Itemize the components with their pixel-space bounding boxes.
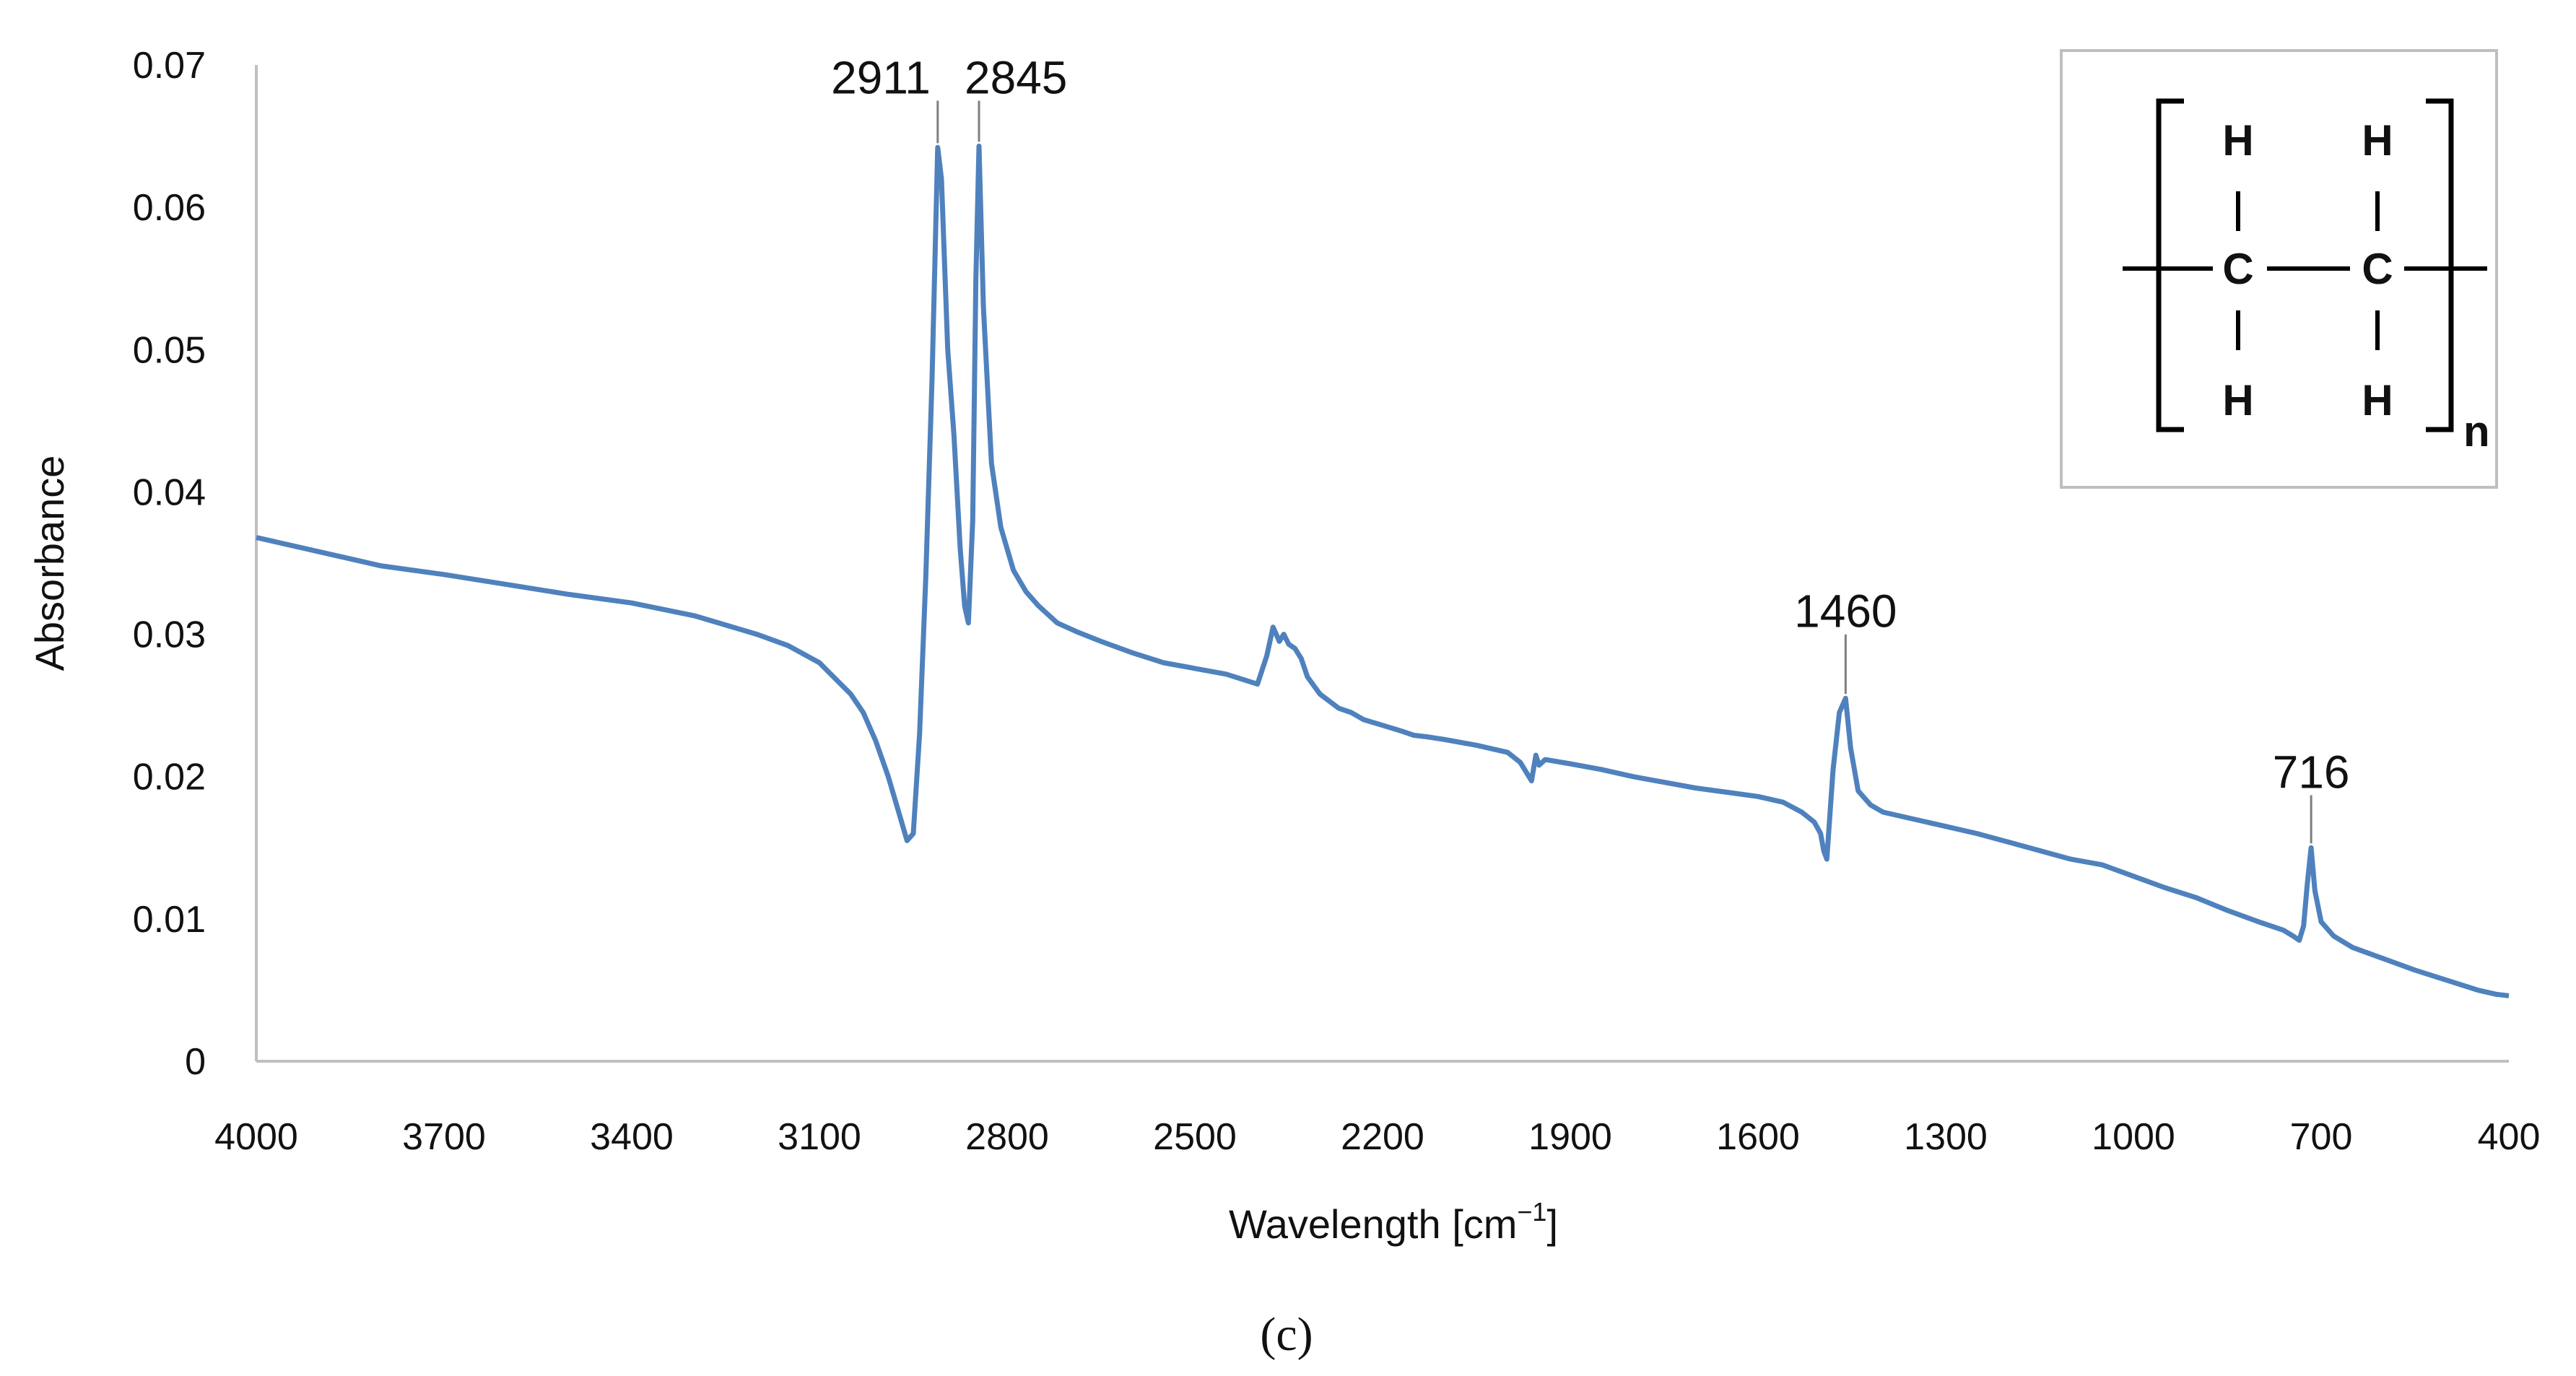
peak-label: 716 <box>2273 746 2350 798</box>
y-tick-label: 0.03 <box>133 614 206 656</box>
x-tick-label: 2800 <box>965 1116 1049 1158</box>
atom-h-bottom-right: H <box>2362 376 2393 424</box>
peak-label: 2845 <box>965 51 1067 103</box>
x-tick-label: 1900 <box>1528 1116 1612 1158</box>
y-axis-title: Absorbance <box>27 456 72 671</box>
structure-inset: H H C C H H n <box>2060 49 2498 489</box>
x-tick-label: 2200 <box>1341 1116 1424 1158</box>
x-tick-label: 3400 <box>590 1116 674 1158</box>
x-tick-label: 2500 <box>1153 1116 1237 1158</box>
x-tick-label: 1300 <box>1904 1116 1988 1158</box>
x-tick-label: 4000 <box>214 1116 298 1158</box>
y-tick-label: 0.04 <box>133 471 206 513</box>
peak-annotations: 2911 2845 1460 716 <box>831 51 2350 844</box>
peak-label: 2911 <box>831 51 931 103</box>
y-tick-label: 0.01 <box>133 899 206 941</box>
series-line-absorbance <box>256 143 2510 998</box>
x-tick-label: 1600 <box>1716 1116 1800 1158</box>
x-tick-label: 400 <box>2478 1116 2541 1158</box>
peak-label: 1460 <box>1794 585 1897 637</box>
atom-h-top-right: H <box>2362 116 2393 165</box>
x-tick-label: 3700 <box>402 1116 486 1158</box>
x-axis-title-sup: −1 <box>1517 1197 1546 1227</box>
atom-h-bottom-left: H <box>2222 376 2253 424</box>
x-axis-title-main: Wavelength [cm <box>1229 1201 1517 1247</box>
atom-h-top-left: H <box>2222 116 2253 165</box>
atom-c-right: C <box>2362 245 2393 293</box>
right-bracket <box>2426 98 2454 432</box>
repeat-subscript-n: n <box>2463 407 2490 456</box>
y-tick-label: 0.07 <box>133 45 206 87</box>
x-tick-label: 3100 <box>778 1116 861 1158</box>
x-axis-title-close: ] <box>1546 1201 1558 1247</box>
y-tick-label: 0.02 <box>133 757 206 798</box>
x-tick-label: 1000 <box>2092 1116 2175 1158</box>
atom-c-left: C <box>2222 245 2253 293</box>
y-tick-label: 0.06 <box>133 187 206 229</box>
x-axis-title: Wavelength [cm−1] <box>1229 1197 1558 1247</box>
figure-caption: (c) <box>1260 1308 1313 1361</box>
x-tick-label: 700 <box>2290 1116 2353 1158</box>
x-tick-labels: 4000 3700 3400 3100 2800 2500 2200 1900 1600 1300… <box>214 1116 2540 1158</box>
y-tick-labels: 0 0.01 0.02 0.03 0.04 0.05 0.06 0.07 <box>133 45 206 1083</box>
y-tick-label: 0 <box>185 1041 206 1083</box>
y-tick-label: 0.05 <box>133 329 206 371</box>
left-bracket <box>2156 98 2184 432</box>
